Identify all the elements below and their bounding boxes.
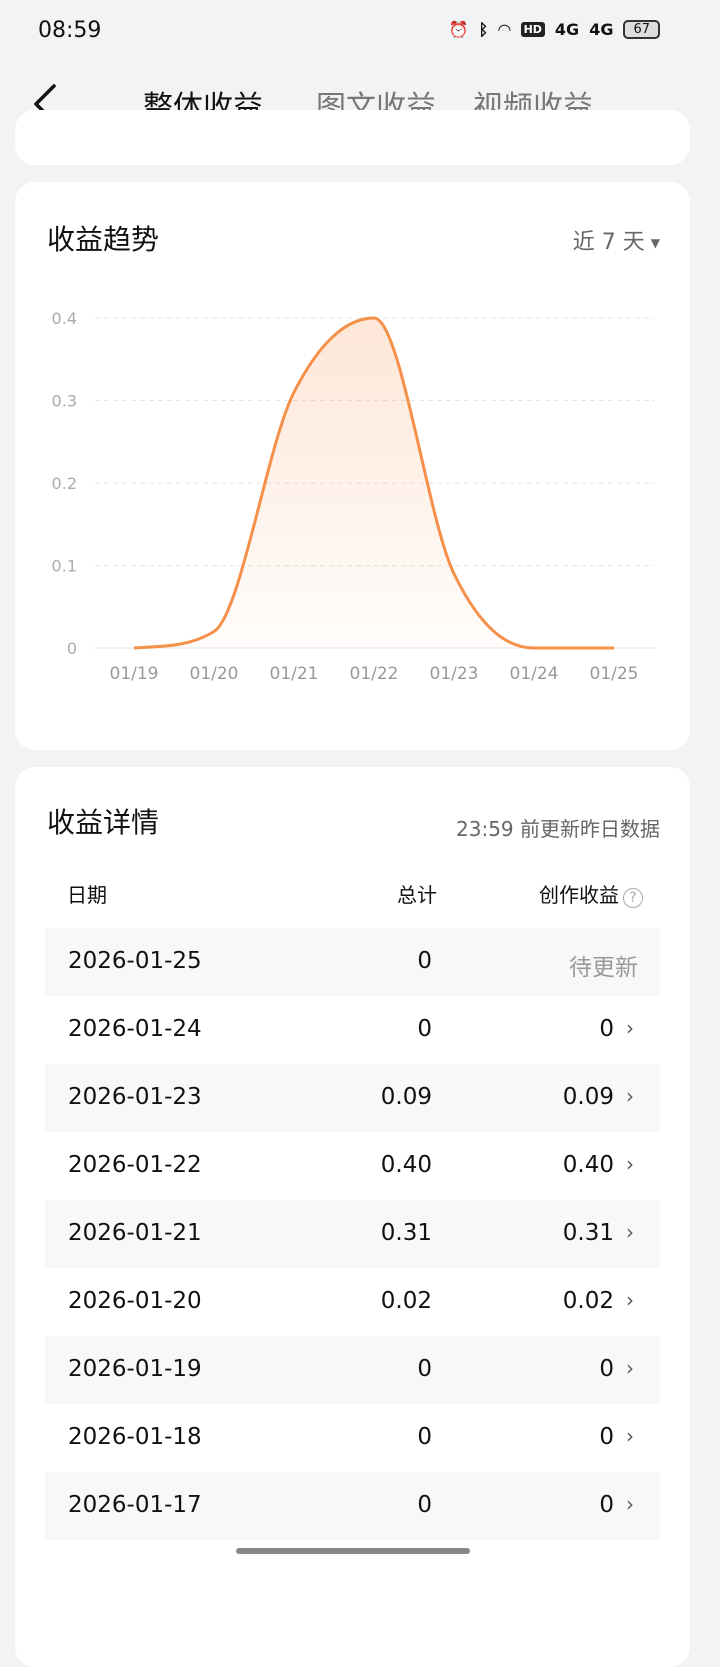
row-creation: 待更新 (569, 955, 638, 981)
row-creation: 0 (599, 1016, 614, 1042)
summary-card (15, 110, 690, 165)
table-row[interactable]: 2026-01-23 0.09 0.09 › (45, 1064, 660, 1132)
chevron-right-icon[interactable]: › (626, 1424, 634, 1448)
chevron-right-icon[interactable]: › (626, 1356, 634, 1380)
row-total: 0 (417, 1016, 432, 1042)
alarm-icon: ⏰ (448, 20, 469, 39)
range-dropdown[interactable]: 近 7 天 ▼ (573, 224, 660, 256)
row-date: 2026-01-17 (68, 1492, 202, 1518)
home-indicator[interactable] (236, 1548, 470, 1554)
caret-down-icon: ▼ (650, 236, 660, 250)
row-total: 0 (417, 1356, 432, 1382)
table-row[interactable]: 2026-01-18 0 0 › (45, 1404, 660, 1472)
row-date: 2026-01-24 (68, 1016, 202, 1042)
table-row[interactable]: 2026-01-17 0 0 › (45, 1472, 660, 1540)
table-row[interactable]: 2026-01-24 0 0 › (45, 996, 660, 1064)
x-tick-label: 01/21 (270, 664, 319, 684)
x-tick-label: 01/20 (190, 664, 239, 684)
clock: 08:59 (38, 18, 102, 43)
chevron-right-icon[interactable]: › (626, 1084, 634, 1108)
y-tick-label: 0.1 (52, 557, 77, 576)
wifi-icon: ◠ (498, 20, 511, 39)
series-line (133, 316, 614, 650)
row-date: 2026-01-22 (68, 1152, 202, 1178)
row-date: 2026-01-23 (68, 1084, 202, 1110)
hd-icon: HD (520, 22, 545, 37)
x-tick-label: 01/22 (350, 664, 399, 684)
chevron-right-icon[interactable]: › (626, 1492, 634, 1516)
row-total: 0 (417, 948, 432, 974)
signal-4g-icon: 4G (554, 20, 580, 39)
header-date: 日期 (67, 883, 107, 907)
row-creation: 0.31 (562, 1220, 614, 1246)
y-tick-label: 0.3 (52, 392, 77, 411)
range-label: 近 7 天 (572, 230, 645, 255)
x-tick-label: 01/23 (430, 664, 479, 684)
row-total: 0.02 (380, 1288, 432, 1314)
row-total: 0.31 (380, 1220, 432, 1246)
table-row[interactable]: 2026-01-20 0.02 0.02 › (45, 1268, 660, 1336)
row-total: 0.09 (380, 1084, 432, 1110)
trend-card: 收益趋势 近 7 天 ▼ 0 0.1 0.2 0.3 0.4 01/19 01/20 01/21… (15, 182, 690, 750)
details-card: 收益详情 23:59 前更新昨日数据 日期 总计 创作收益? 2026-01-2… (15, 767, 690, 1667)
row-creation: 0.02 (562, 1288, 614, 1314)
y-tick-label: 0.2 (52, 474, 77, 493)
table-row[interactable]: 2026-01-22 0.40 0.40 › (45, 1132, 660, 1200)
area-fill (134, 318, 614, 648)
x-tick-label: 01/25 (590, 664, 639, 684)
status-bar: 08:59 ⏰ ᛒ ◠ HD 4G 4G 67 (0, 0, 720, 62)
x-tick-label: 01/24 (510, 664, 559, 684)
row-creation: 0 (599, 1492, 614, 1518)
y-tick-label: 0 (67, 639, 77, 658)
signal-4g-icon: 4G (589, 20, 614, 39)
header-total: 总计 (397, 883, 437, 907)
trend-title: 收益趋势 (47, 223, 160, 256)
bluetooth-icon: ᛒ (478, 20, 489, 39)
x-tick-label: 01/19 (110, 664, 159, 684)
details-title: 收益详情 (47, 806, 160, 839)
row-total: 0 (417, 1492, 432, 1518)
chevron-right-icon[interactable]: › (626, 1288, 634, 1312)
row-date: 2026-01-25 (68, 948, 202, 974)
header-creation: 创作收益 (539, 883, 619, 907)
row-creation: 0 (599, 1424, 614, 1450)
battery-icon: 67 (623, 20, 660, 39)
chevron-right-icon[interactable]: › (626, 1220, 634, 1244)
y-tick-label: 0.4 (52, 309, 77, 328)
table-row[interactable]: 2026-01-21 0.31 0.31 › (45, 1200, 660, 1268)
help-icon[interactable]: ? (623, 888, 643, 908)
row-creation: 0.09 (562, 1084, 614, 1110)
row-date: 2026-01-20 (68, 1288, 202, 1314)
table-row[interactable]: 2026-01-19 0 0 › (45, 1336, 660, 1404)
row-total: 0 (417, 1424, 432, 1450)
trend-chart: 0 0.1 0.2 0.3 0.4 01/19 01/20 01/21 01/22 01/23 01… (52, 309, 655, 684)
row-date: 2026-01-21 (68, 1220, 202, 1246)
row-creation: 0.40 (562, 1152, 614, 1178)
table-row: 2026-01-25 0 待更新 (45, 928, 660, 996)
update-note: 23:59 前更新昨日数据 (456, 817, 660, 841)
row-total: 0.40 (380, 1152, 432, 1178)
chevron-right-icon[interactable]: › (626, 1016, 634, 1040)
chevron-right-icon[interactable]: › (626, 1152, 634, 1176)
row-creation: 0 (599, 1356, 614, 1382)
row-date: 2026-01-19 (68, 1356, 202, 1382)
row-date: 2026-01-18 (68, 1424, 202, 1450)
